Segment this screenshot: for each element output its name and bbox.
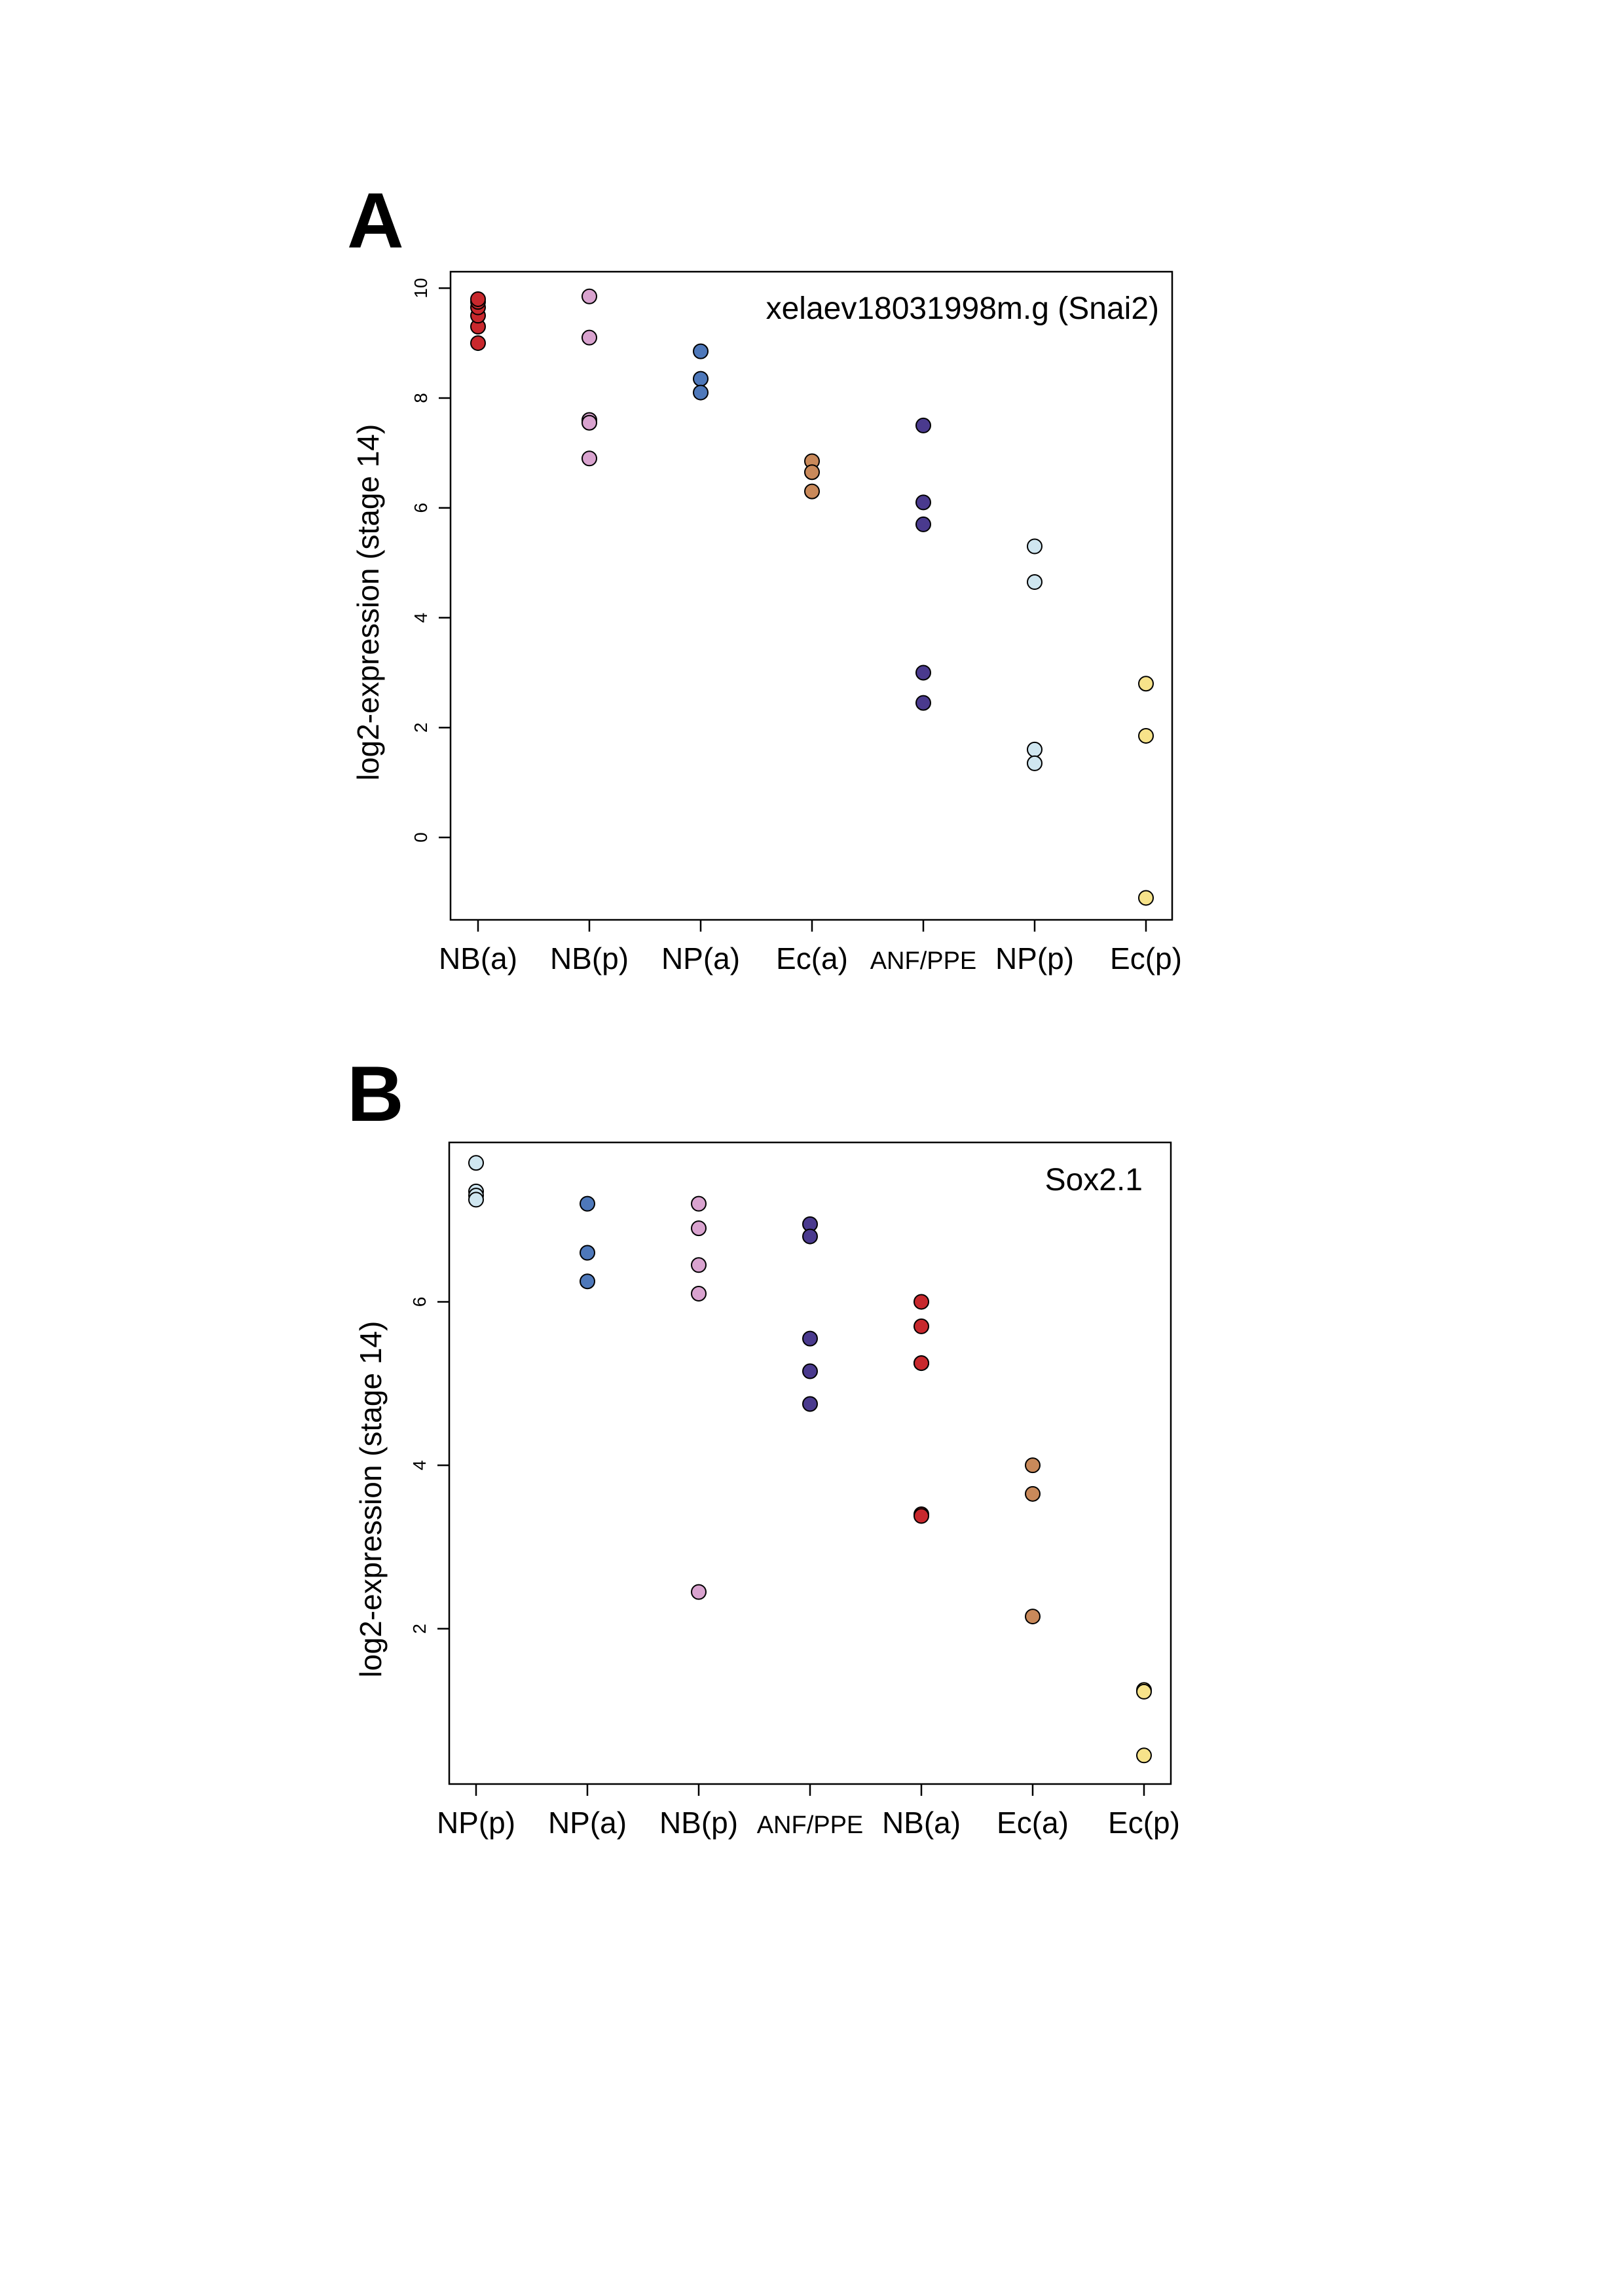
panel-b: B log2-expression (stage 14) Sox2.1 246 … (347, 1050, 1180, 1840)
data-point (1027, 741, 1043, 757)
data-point (580, 1195, 595, 1212)
y-tick-label: 4 (411, 613, 431, 623)
data-point (1025, 1609, 1041, 1625)
y-tick-label: 6 (411, 503, 431, 513)
data-point (915, 494, 931, 511)
data-point (691, 1257, 707, 1273)
panel-letter-a: A (347, 177, 404, 264)
data-point (580, 1273, 595, 1290)
data-point (802, 1363, 818, 1379)
y-axis-label-b: log2-expression (stage 14) (354, 1321, 388, 1678)
data-point (1025, 1457, 1041, 1474)
data-point (915, 695, 931, 711)
x-tick-label: NB(p) (659, 1806, 738, 1840)
x-tick-label: Ec(p) (1108, 1806, 1180, 1840)
x-tick-label: NB(a) (439, 941, 517, 975)
data-point (1025, 1485, 1041, 1502)
x-tick-label: NP(p) (437, 1806, 515, 1840)
chart-title-a: xelaev18031998m.g (Snai2) (766, 291, 1159, 326)
data-point (470, 335, 486, 352)
y-axis-a: 0 2 4 6 8 10 (411, 278, 451, 843)
y-tick-label: 10 (411, 278, 431, 299)
data-point (913, 1318, 929, 1334)
data-point (915, 516, 931, 532)
y-tick-label: 2 (411, 723, 431, 733)
x-tick-label: ANF/PPE (757, 1812, 864, 1839)
plot-frame-a (449, 270, 1173, 921)
data-point (1136, 1747, 1152, 1764)
x-tick-label: NB(p) (550, 941, 629, 975)
data-point (804, 464, 820, 481)
data-point (804, 483, 820, 500)
data-point (691, 1285, 707, 1302)
data-point (1027, 574, 1043, 591)
data-points-b (468, 1155, 1152, 1764)
panel-letter-b: B (347, 1050, 404, 1138)
data-point (913, 1294, 929, 1310)
y-tick-label: 6 (409, 1297, 430, 1307)
x-tick-label: NP(a) (548, 1806, 627, 1840)
data-point (470, 291, 486, 307)
y-tick-label: 4 (409, 1460, 430, 1470)
data-point (581, 450, 597, 467)
data-point (691, 1220, 707, 1237)
x-axis-b: NP(p) NP(a) NB(p) ANF/PPE NB(a) Ec(a) Ec(p) (437, 1784, 1180, 1840)
x-tick-label: Ec(p) (1110, 941, 1182, 975)
data-point (581, 414, 597, 431)
data-point (1138, 676, 1154, 692)
y-tick-label: 2 (409, 1624, 430, 1634)
data-point (468, 1192, 484, 1208)
data-point (581, 288, 597, 304)
data-point (693, 371, 709, 387)
data-point (1138, 727, 1154, 744)
y-axis-b: 2 4 6 (409, 1297, 449, 1634)
data-point (913, 1508, 929, 1524)
panel-a: A log2-expression (stage 14) xelaev18031… (347, 177, 1182, 975)
data-point (802, 1228, 818, 1245)
data-point (1027, 538, 1043, 555)
data-point (802, 1330, 818, 1347)
y-tick-label: 0 (411, 832, 431, 843)
x-tick-label: Ec(a) (776, 941, 848, 975)
chart-title-b: Sox2.1 (1045, 1163, 1143, 1197)
data-point (915, 417, 931, 433)
data-point (468, 1155, 484, 1171)
x-tick-label: NP(p) (995, 941, 1074, 975)
data-point (802, 1396, 818, 1412)
x-tick-label: ANF/PPE (870, 947, 977, 975)
data-point (691, 1195, 707, 1212)
data-point (1138, 890, 1154, 906)
data-point (1136, 1683, 1152, 1700)
x-tick-label: NB(a) (882, 1806, 961, 1840)
x-tick-label: NP(a) (661, 941, 740, 975)
x-tick-label: Ec(a) (997, 1806, 1069, 1840)
data-point (581, 329, 597, 346)
y-axis-label-a: log2-expression (stage 14) (351, 424, 385, 781)
data-point (691, 1584, 707, 1600)
data-point (915, 665, 931, 681)
x-axis-a: NB(a) NB(p) NP(a) Ec(a) ANF/PPE NP(p) Ec(p) (439, 920, 1182, 975)
data-point (1027, 755, 1043, 771)
data-point (693, 384, 709, 401)
y-tick-label: 8 (411, 393, 431, 403)
data-point (913, 1355, 929, 1372)
data-points-a (470, 288, 1154, 906)
data-point (693, 343, 709, 359)
data-point (580, 1245, 595, 1261)
